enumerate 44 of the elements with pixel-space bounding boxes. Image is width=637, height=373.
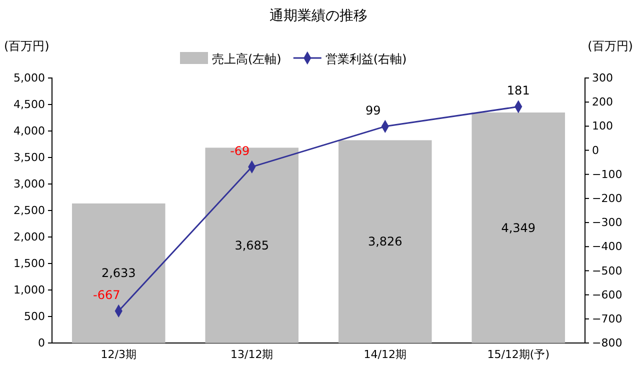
y-tick-label: 2,500 (14, 204, 45, 218)
y-tick-label: 1,000 (14, 284, 45, 297)
y-tick-label: 3,000 (14, 178, 45, 191)
y-tick-label: 0 (38, 336, 45, 350)
y-tick-label: 3,500 (14, 151, 45, 164)
y2-tick-label: 100 (592, 120, 613, 133)
y2-tick-label: −200 (592, 192, 622, 205)
x-tick-label: 15/12期(予) (487, 348, 550, 362)
y2-tick-label: −300 (592, 216, 622, 230)
data-label: 4,349 (501, 220, 536, 235)
y2-tick-label: −500 (592, 264, 622, 278)
y-axis-title: (百万円) (4, 39, 50, 53)
y2-axis-title: (百万円) (588, 39, 633, 53)
y-tick-label: 500 (24, 310, 45, 324)
y2-tick-label: 200 (592, 96, 613, 109)
y2-tick-label: 0 (592, 144, 599, 157)
y-tick-label: 1,500 (14, 257, 45, 270)
legend-label: 営業利益(右軸) (325, 52, 407, 66)
data-label: 3,685 (234, 238, 270, 252)
data-label: 181 (506, 84, 530, 98)
y2-tick-label: −400 (592, 240, 622, 254)
data-label: 3,826 (368, 234, 402, 249)
bar (72, 203, 166, 343)
y-tick-label: 4,000 (14, 124, 45, 138)
y2-tick-label: −600 (592, 288, 622, 302)
y-tick-label: 5,000 (14, 72, 45, 85)
data-label: 2,633 (101, 266, 136, 280)
y2-tick-label: −100 (592, 168, 622, 181)
x-tick-label: 12/3期 (100, 348, 136, 362)
y-tick-label: 4,500 (14, 98, 45, 112)
y2-tick-label: −700 (592, 312, 622, 326)
chart-title: 通期業績の推移 (270, 8, 368, 24)
x-tick-label: 14/12期 (364, 348, 406, 362)
y2-tick-label: −800 (592, 336, 622, 350)
bar (472, 112, 566, 343)
bar (338, 140, 432, 343)
data-label: -69 (230, 144, 250, 158)
data-label: 99 (365, 103, 381, 118)
x-tick-label: 13/12期 (230, 348, 274, 362)
data-label: -667 (93, 288, 120, 302)
bar (205, 148, 299, 343)
y-tick-label: 2,000 (14, 230, 45, 244)
legend-label: 売上高(左軸) (212, 52, 282, 66)
y2-tick-label: 300 (592, 72, 613, 85)
